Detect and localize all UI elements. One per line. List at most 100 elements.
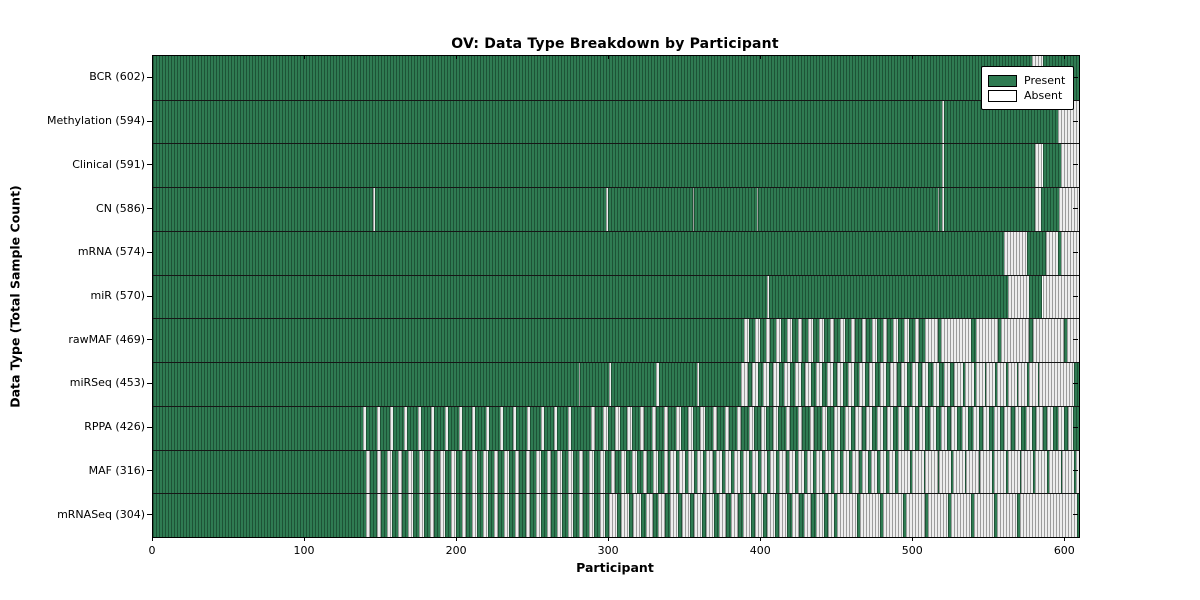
absent-segment: [1034, 143, 1043, 188]
present-segment: [1021, 405, 1026, 450]
present-segment: [812, 318, 819, 363]
present-segment: [692, 405, 701, 450]
present-segment: [785, 449, 789, 494]
absent-segment: [589, 493, 594, 537]
present-segment: [701, 493, 707, 537]
absent-segment: [794, 362, 801, 406]
x-tick-label: 600: [1053, 544, 1075, 557]
absent-segment: [755, 493, 763, 537]
absent-segment: [911, 449, 924, 494]
present-segment: [476, 449, 483, 494]
present-segment: [628, 493, 634, 537]
present-segment: [995, 362, 997, 406]
absent-segment: [818, 318, 824, 363]
present-segment: [750, 493, 756, 537]
present-segment: [625, 449, 632, 494]
absent-segment: [653, 449, 658, 494]
absent-segment: [609, 362, 611, 406]
present-segment: [861, 405, 867, 450]
present-segment: [910, 449, 912, 494]
heatmap-row-MAF: [153, 449, 1079, 494]
heatmap-row-Clinical: [153, 143, 1079, 188]
present-segment: [461, 405, 473, 450]
absent-segment: [1007, 449, 1020, 494]
absent-segment: [870, 449, 877, 494]
x-tick-bottom: [456, 537, 458, 541]
present-segment: [153, 362, 579, 406]
absent-segment: [688, 405, 693, 450]
present-segment: [475, 405, 486, 450]
absent-segment: [1047, 405, 1054, 450]
present-segment: [800, 362, 806, 406]
present-segment: [153, 99, 943, 144]
present-segment: [919, 318, 926, 363]
absent-segment: [942, 143, 944, 188]
present-segment: [758, 187, 938, 231]
present-segment: [928, 362, 933, 406]
present-segment: [936, 405, 941, 450]
row-separator: [153, 143, 1079, 145]
y-tick-right: [1073, 339, 1078, 341]
present-segment: [957, 405, 962, 450]
x-tick-label: 100: [293, 544, 315, 557]
absent-segment: [980, 449, 993, 494]
present-segment: [530, 449, 537, 494]
absent-segment: [376, 449, 382, 494]
present-segment: [858, 449, 862, 494]
absent-segment: [397, 493, 403, 537]
present-segment: [843, 362, 848, 406]
absent-segment: [431, 405, 435, 450]
x-tick-top: [760, 56, 762, 59]
absent-segment: [1007, 274, 1029, 319]
absent-segment: [525, 449, 531, 494]
present-segment: [653, 493, 658, 537]
present-segment: [730, 449, 734, 494]
absent-segment: [1018, 362, 1028, 406]
absent-segment: [669, 493, 678, 537]
absent-segment: [787, 318, 792, 363]
absent-segment: [996, 362, 1006, 406]
absent-segment: [844, 405, 851, 450]
absent-segment: [937, 187, 940, 231]
absent-segment: [461, 449, 467, 494]
absent-segment: [679, 449, 686, 494]
heatmap-row-CN: [153, 187, 1079, 231]
absent-segment: [1028, 362, 1038, 406]
present-segment: [593, 493, 601, 537]
present-segment: [939, 362, 944, 406]
present-segment: [604, 493, 610, 537]
absent-segment: [578, 449, 584, 494]
present-segment: [1031, 405, 1037, 450]
absent-segment: [837, 493, 857, 537]
present-segment: [968, 405, 973, 450]
present-segment: [636, 449, 643, 494]
present-segment: [519, 493, 526, 537]
absent-segment: [1068, 405, 1073, 450]
present-segment: [498, 493, 505, 537]
absent-segment: [621, 449, 626, 494]
absent-segment: [1015, 405, 1022, 450]
present-segment: [656, 405, 664, 450]
absent-segment: [715, 449, 722, 494]
absent-segment: [1034, 449, 1048, 494]
present-segment: [420, 405, 432, 450]
present-segment: [777, 405, 786, 450]
absent-segment: [485, 405, 490, 450]
present-segment: [402, 449, 409, 494]
absent-segment: [952, 449, 965, 494]
present-segment: [850, 405, 856, 450]
present-segment: [794, 449, 798, 494]
absent-segment: [742, 493, 751, 537]
absent-segment: [600, 493, 605, 537]
absent-segment: [472, 493, 477, 537]
absent-segment: [914, 318, 920, 363]
absent-segment: [752, 362, 759, 406]
x-tick-top: [456, 56, 458, 59]
y-tick-left: [147, 164, 152, 166]
absent-segment: [600, 449, 605, 494]
present-segment: [677, 493, 683, 537]
absent-segment: [983, 405, 990, 450]
present-segment: [864, 362, 870, 406]
present-segment: [607, 405, 616, 450]
present-segment: [866, 318, 873, 363]
